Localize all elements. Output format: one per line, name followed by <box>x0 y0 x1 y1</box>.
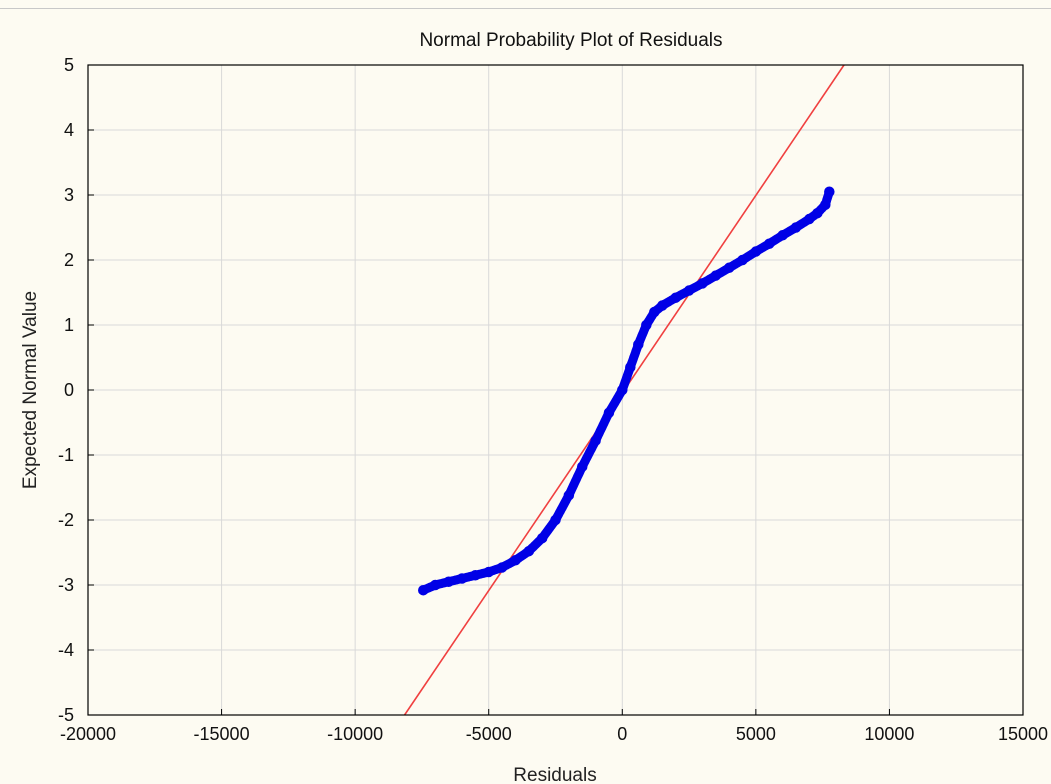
data-point <box>649 306 660 318</box>
y-tick-label: 2 <box>64 250 74 270</box>
data-point <box>723 262 735 274</box>
x-tick-label: 15000 <box>998 724 1048 744</box>
x-tick-label: 5000 <box>736 724 776 744</box>
y-tick-label: -4 <box>58 640 74 660</box>
data-point <box>750 246 762 257</box>
data-point <box>550 514 561 526</box>
y-tick-label: -5 <box>58 705 74 725</box>
data-point <box>641 319 652 331</box>
top-rule <box>0 8 1051 9</box>
data-point <box>590 435 601 446</box>
x-tick-label: -20000 <box>60 724 116 744</box>
data-point <box>710 270 722 281</box>
y-tick-label: 0 <box>64 380 74 400</box>
x-tick-label: -15000 <box>194 724 250 744</box>
y-tick-label: 1 <box>64 315 74 335</box>
data-point <box>625 362 636 373</box>
data-point <box>670 292 681 303</box>
data-point <box>430 579 441 591</box>
data-point <box>510 555 521 566</box>
data-point <box>812 207 823 219</box>
data-point <box>790 222 802 233</box>
data-point <box>470 570 481 581</box>
data-point <box>820 199 831 210</box>
x-tick-label: 10000 <box>864 724 914 744</box>
data-point <box>603 407 615 418</box>
data-point <box>523 545 535 557</box>
data-point <box>456 573 468 584</box>
data-point <box>804 213 815 225</box>
x-tick-label: -10000 <box>327 724 383 744</box>
data-point <box>563 490 575 501</box>
y-tick-label: -2 <box>58 510 74 530</box>
data-point <box>633 339 644 350</box>
x-tick-label: 0 <box>617 724 627 744</box>
x-axis-label: Residuals <box>513 765 596 784</box>
data-point <box>657 300 668 311</box>
data-point <box>536 532 548 544</box>
x-tick-label: -5000 <box>466 724 512 744</box>
data-point <box>418 584 429 596</box>
data-point <box>483 566 494 578</box>
y-tick-label: 5 <box>64 55 74 75</box>
data-point <box>617 384 628 396</box>
data-points <box>418 186 835 596</box>
data-point <box>576 461 588 472</box>
data-point <box>763 238 775 249</box>
data-point <box>683 285 695 296</box>
y-tick-label: -3 <box>58 575 74 595</box>
data-point <box>777 230 788 241</box>
y-tick-label: 3 <box>64 185 74 205</box>
data-point <box>443 576 454 587</box>
x-tick-labels: -20000 -15000 -10000 -5000 0 5000 10000 15000 <box>60 709 1048 744</box>
data-point <box>824 186 835 197</box>
chart-title: Normal Probability Plot of Residuals <box>419 30 722 51</box>
y-tick-labels: 5 4 3 2 1 0 -1 -2 -3 -4 -5 <box>58 55 94 725</box>
y-tick-label: -1 <box>58 445 74 465</box>
data-point <box>697 278 708 289</box>
grid <box>88 65 1023 715</box>
data-point <box>496 562 508 573</box>
data-point <box>737 254 748 266</box>
y-axis-label: Expected Normal Value <box>20 291 41 489</box>
y-tick-label: 4 <box>64 120 74 140</box>
